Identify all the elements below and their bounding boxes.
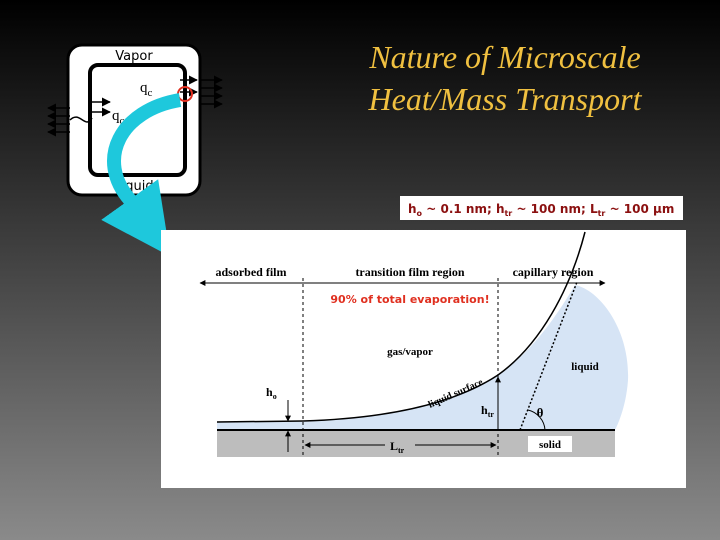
title-line: Nature of Microscale <box>368 39 640 75</box>
zoom-arrow <box>101 93 182 257</box>
note: 90% of total evaporation! <box>330 293 489 306</box>
flux-label: qc <box>112 108 125 127</box>
vapor-label: Vapor <box>115 49 153 64</box>
region-label: transition film region <box>355 265 464 279</box>
solid-label: solid <box>539 439 561 451</box>
angle-label: θ <box>537 405 544 420</box>
liquid-label: liquid <box>571 361 599 373</box>
gas-label: gas/vapor <box>387 346 433 358</box>
flux-label: qc <box>140 80 153 99</box>
region-label: adsorbed film <box>215 265 286 279</box>
scales-box <box>400 196 683 220</box>
scales-text: ho ~ 0.1 nm; htr ~ 100 nm; Ltr ~ 100 μm <box>408 202 674 218</box>
title-line: Heat/Mass Transport <box>368 81 643 117</box>
l-tr-label: Ltr <box>390 439 405 455</box>
region-label: capillary region <box>513 265 594 279</box>
diagram <box>161 230 686 488</box>
h-tr-label: htr <box>481 403 494 419</box>
h-o-label: ho <box>266 385 277 401</box>
